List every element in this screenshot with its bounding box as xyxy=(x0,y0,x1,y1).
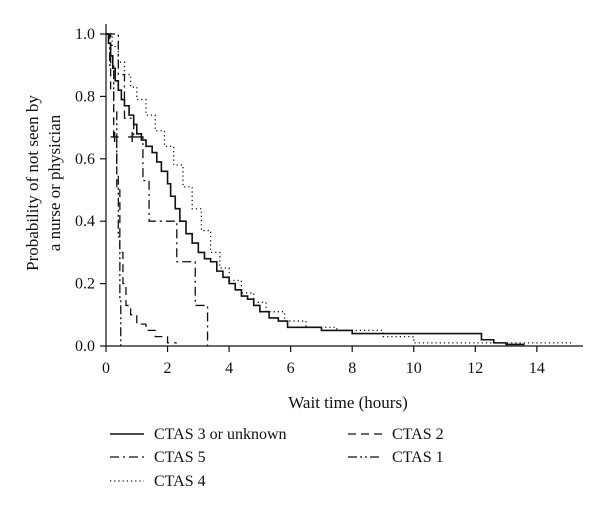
y-tick-label: 0.0 xyxy=(75,338,95,355)
series-layer xyxy=(106,33,574,346)
x-tick-label: 12 xyxy=(467,360,483,377)
x-ticks: 0 2 4 6 8 10 12 14 xyxy=(102,346,545,377)
y-tick-label: 0.8 xyxy=(75,88,95,105)
legend-label: CTAS 2 xyxy=(392,426,444,443)
series-line-ctas-4 xyxy=(106,33,574,344)
y-tick-label: 0.4 xyxy=(75,213,95,230)
y-ticks: 0.0 0.2 0.4 0.6 0.8 1.0 xyxy=(75,26,106,355)
y-axis-title-line-2: a nurse or physician xyxy=(45,114,64,251)
series-line-ctas-2 xyxy=(106,33,177,344)
x-tick-label: 6 xyxy=(287,360,295,377)
legend-label: CTAS 4 xyxy=(154,473,206,490)
plot-area: 0.0 0.2 0.4 0.6 0.8 1.0 0 2 4 6 8 10 12 14 xyxy=(75,24,583,377)
legend-item-ctas-1: CTAS 1 xyxy=(348,449,444,466)
x-axis-title: Wait time (hours) xyxy=(288,393,408,412)
censor-marks xyxy=(110,131,137,142)
legend-label: CTAS 1 xyxy=(392,449,444,466)
legend: CTAS 3 or unknown CTAS 2 CTAS 5 CTAS 4 CTAS … xyxy=(110,426,444,490)
y-tick-label: 1.0 xyxy=(75,26,95,43)
legend-item-ctas-3-or-unknown: CTAS 3 or unknown xyxy=(110,426,287,443)
y-tick-label: 0.6 xyxy=(75,151,95,168)
censor-mark-ctas-2 xyxy=(110,131,119,142)
censor-mark-ctas-5 xyxy=(128,131,137,142)
legend-item-ctas-2: CTAS 2 xyxy=(348,426,444,443)
x-tick-label: 8 xyxy=(348,360,356,377)
legend-label: CTAS 5 xyxy=(154,449,206,466)
series-line-ctas-1 xyxy=(106,33,122,346)
series-line-ctas-5 xyxy=(106,33,209,346)
x-tick-label: 10 xyxy=(406,360,422,377)
x-tick-label: 2 xyxy=(164,360,172,377)
legend-item-ctas-5: CTAS 5 xyxy=(110,449,206,466)
legend-item-ctas-4: CTAS 4 xyxy=(110,473,206,490)
y-tick-label: 0.2 xyxy=(75,276,95,293)
x-tick-label: 14 xyxy=(529,360,545,377)
legend-label: CTAS 3 or unknown xyxy=(154,426,287,443)
x-tick-label: 4 xyxy=(225,360,233,377)
y-axis-title-line-1: Probability of not seen by xyxy=(23,95,42,271)
x-tick-label: 0 xyxy=(102,360,110,377)
series-line-ctas-3-or-unknown xyxy=(106,33,525,346)
y-axis-title: Probability of not seen by a nurse or ph… xyxy=(23,95,64,271)
